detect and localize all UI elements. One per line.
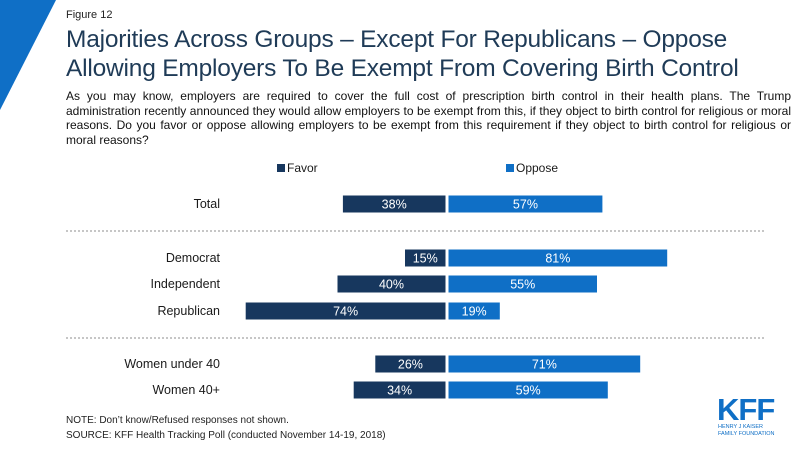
bar-favor-women-under-40 <box>375 355 446 373</box>
bar-oppose-total <box>448 195 603 213</box>
chart-note: NOTE: Don’t know/Refused responses not s… <box>66 415 289 426</box>
kff-logo: KFF HENRY J KAISER FAMILY FOUNDATION <box>717 394 775 437</box>
kff-logo-mark: KFF <box>717 394 774 427</box>
value-label-oppose-republican: 19% <box>462 305 487 319</box>
category-label-republican: Republican <box>157 304 220 318</box>
bar-oppose-republican <box>448 302 500 320</box>
category-label-democrat: Democrat <box>166 251 221 265</box>
legend-label-favor: Favor <box>287 161 318 175</box>
legend-label-oppose: Oppose <box>516 161 558 175</box>
bar-favor-total <box>342 195 446 213</box>
category-label-women-40: Women 40+ <box>152 383 220 397</box>
bar-oppose-women-40 <box>448 381 608 399</box>
survey-question: As you may know, employers are required … <box>66 89 791 147</box>
value-label-oppose-women-40: 59% <box>516 384 541 398</box>
bar-oppose-women-under-40 <box>448 355 641 373</box>
bar-favor-republican <box>245 302 446 320</box>
kff-logo-line2: FAMILY FOUNDATION <box>718 431 775 437</box>
chart-source: SOURCE: KFF Health Tracking Poll (conduc… <box>66 430 386 441</box>
kff-logo-line1: HENRY J KAISER <box>718 424 763 430</box>
value-label-oppose-women-under-40: 71% <box>532 358 557 372</box>
figure-label: Figure 12 <box>66 9 113 21</box>
legend-swatch-oppose <box>506 164 514 172</box>
value-label-favor-total: 38% <box>382 198 407 212</box>
chart-title: Majorities Across Groups – Except For Re… <box>66 26 739 82</box>
value-label-oppose-total: 57% <box>513 198 538 212</box>
value-label-oppose-democrat: 81% <box>545 252 570 266</box>
bar-favor-democrat <box>405 249 446 267</box>
value-label-favor-republican: 74% <box>333 305 358 319</box>
value-label-oppose-independent: 55% <box>510 278 535 292</box>
corner-triangle-decoration <box>0 0 56 110</box>
bar-oppose-independent <box>448 275 597 293</box>
bar-oppose-democrat <box>448 249 668 267</box>
category-label-women-under-40: Women under 40 <box>124 357 220 371</box>
value-label-favor-independent: 40% <box>379 278 404 292</box>
bar-favor-women-40 <box>353 381 446 399</box>
value-label-favor-democrat: 15% <box>413 252 438 266</box>
value-label-favor-women-under-40: 26% <box>398 358 423 372</box>
category-label-independent: Independent <box>150 277 220 291</box>
value-label-favor-women-40: 34% <box>387 384 412 398</box>
legend-swatch-favor <box>277 164 285 172</box>
bar-favor-independent <box>337 275 446 293</box>
category-label-total: Total <box>194 197 220 211</box>
